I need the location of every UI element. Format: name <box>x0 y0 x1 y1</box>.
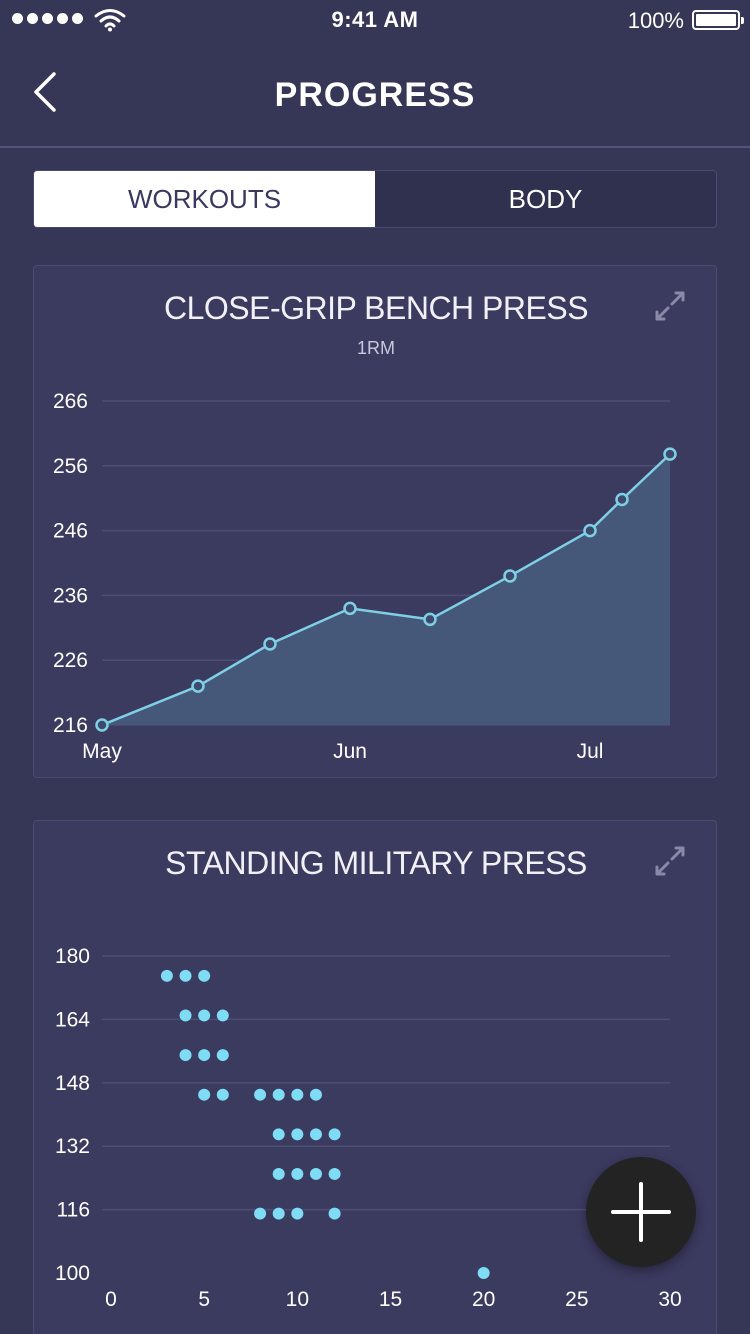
data-point <box>179 1049 192 1062</box>
y-tick-label: 236 <box>53 584 88 607</box>
data-point <box>309 1128 322 1141</box>
data-point <box>160 969 173 982</box>
y-tick-label: 226 <box>53 649 88 672</box>
military-press-chart: 100 116 132 148 164 180 0 5 10 15 20 25 30 <box>55 945 682 1311</box>
data-point <box>216 1009 229 1022</box>
bench-press-card[interactable]: CLOSE-GRIP BENCH PRESS 1RM 216 226 236 246 2… <box>33 265 717 778</box>
x-tick-label: 0 <box>105 1288 117 1311</box>
data-point <box>254 1088 267 1101</box>
x-tick-label: 15 <box>379 1288 402 1311</box>
x-tick-label: Jun <box>333 740 367 763</box>
data-point <box>477 1267 490 1279</box>
data-point <box>272 1207 285 1220</box>
wifi-icon <box>94 9 126 32</box>
data-point <box>309 1167 322 1180</box>
bench-press-chart: 216 226 236 246 256 266 May Jun Jul <box>53 390 677 763</box>
x-tick-label: Jul <box>577 740 604 763</box>
segmented-control: WORKOUTS BODY <box>33 170 717 228</box>
x-tick-label: 25 <box>565 1288 588 1311</box>
nav-bar: PROGRESS <box>0 40 750 148</box>
data-point <box>198 969 211 982</box>
x-tick-label: 5 <box>198 1288 210 1311</box>
data-point <box>272 1167 285 1180</box>
chart-title: STANDING MILITARY PRESS <box>165 845 587 881</box>
y-tick-label: 164 <box>55 1008 90 1031</box>
y-tick-label: 132 <box>55 1135 90 1158</box>
data-point <box>198 1049 211 1062</box>
y-tick-label: 246 <box>53 520 88 543</box>
data-point <box>198 1088 211 1101</box>
data-point <box>263 637 277 651</box>
chevron-left-icon[interactable] <box>22 68 70 116</box>
data-point <box>663 447 677 461</box>
data-point <box>291 1088 304 1101</box>
plus-icon <box>611 1182 671 1242</box>
battery-icon <box>692 10 744 30</box>
data-point <box>272 1128 285 1141</box>
data-point <box>216 1049 229 1062</box>
y-tick-label: 148 <box>55 1072 90 1095</box>
data-point <box>328 1167 341 1180</box>
data-point <box>309 1088 322 1101</box>
data-point <box>272 1088 285 1101</box>
chart-title: CLOSE-GRIP BENCH PRESS <box>163 290 589 326</box>
data-point <box>95 718 109 732</box>
tab-body[interactable]: BODY <box>508 183 583 214</box>
x-tick-label: 10 <box>286 1288 309 1311</box>
y-tick-label: 180 <box>55 945 90 968</box>
area-fill <box>102 454 670 725</box>
data-point <box>423 612 437 627</box>
data-point <box>179 1009 192 1022</box>
page-title: PROGRESS <box>274 76 476 114</box>
data-point <box>291 1207 304 1220</box>
x-tick-label: 20 <box>472 1288 495 1311</box>
signal-strength-icon <box>12 13 83 24</box>
status-bar: 9:41 AM 100% <box>0 0 750 40</box>
x-tick-label: May <box>82 740 122 763</box>
tab-workouts[interactable]: WORKOUTS <box>34 171 375 227</box>
y-tick-label: 100 <box>55 1262 90 1285</box>
expand-icon[interactable] <box>652 843 688 879</box>
add-button[interactable] <box>586 1157 696 1267</box>
x-tick-label: 30 <box>658 1288 681 1311</box>
y-tick-label: 266 <box>53 390 88 413</box>
data-point <box>198 1009 211 1022</box>
battery-percent: 100% <box>627 8 684 33</box>
data-point <box>328 1207 341 1220</box>
y-tick-label: 116 <box>57 1199 90 1222</box>
data-point <box>291 1128 304 1141</box>
data-point <box>216 1088 229 1101</box>
chart-subtitle: 1RM <box>356 338 395 358</box>
data-point <box>503 569 517 583</box>
y-tick-label: 256 <box>53 455 88 478</box>
data-point <box>583 523 597 538</box>
data-point <box>343 601 357 616</box>
y-tick-label: 216 <box>53 714 88 737</box>
data-point <box>179 969 192 982</box>
data-point <box>328 1128 341 1141</box>
data-point <box>254 1207 267 1220</box>
data-point <box>615 492 629 507</box>
data-point <box>291 1167 304 1180</box>
expand-icon[interactable] <box>652 288 688 324</box>
data-point <box>191 679 205 693</box>
status-time: 9:41 AM <box>331 7 419 32</box>
